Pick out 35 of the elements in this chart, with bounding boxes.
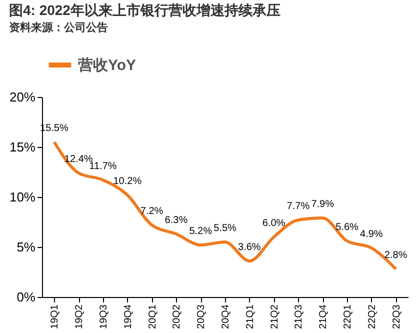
x-tick-label: 22Q1 (342, 304, 354, 329)
x-tick-label: 20Q2 (172, 304, 183, 329)
y-tick-label: 5% (16, 240, 36, 254)
x-tick-label: 21Q3 (294, 304, 305, 329)
x-tick-label: 20Q4 (220, 304, 232, 329)
y-tick-label: 0% (16, 290, 36, 304)
data-label: 11.7% (89, 161, 117, 172)
data-label: 4.9% (360, 229, 383, 240)
x-tick-label: 19Q2 (74, 304, 86, 329)
x-tick-label: 21Q2 (269, 304, 280, 329)
x-tick-label: 20Q1 (147, 304, 158, 329)
x-tick-label: 22Q3 (391, 304, 402, 329)
x-tick-label: 22Q2 (366, 304, 378, 329)
x-tick-label: 21Q4 (318, 304, 330, 329)
data-label: 2.8% (384, 250, 408, 261)
chart-subtitle: 资料来源：公司公告 (8, 21, 108, 34)
data-label: 5.5% (214, 223, 237, 234)
y-tick-label: 10% (9, 190, 36, 204)
data-label: 7.7% (286, 201, 310, 212)
x-tick-label: 19Q4 (122, 304, 134, 329)
data-label: 7.9% (311, 199, 334, 210)
data-label: 5.2% (189, 226, 212, 237)
chart-title: 图4: 2022年以来上市银行营收增速持续承压 (8, 2, 280, 18)
data-label: 3.6% (238, 242, 261, 253)
legend-label: 营收YoY (77, 57, 136, 74)
y-tick-label: 15% (9, 140, 36, 154)
x-tick-label: 20Q3 (196, 304, 208, 329)
y-tick-label: 20% (9, 90, 36, 104)
x-tick-label: 19Q1 (50, 304, 61, 329)
data-label: 6.3% (164, 215, 188, 226)
data-label: 5.6% (336, 222, 359, 233)
data-label: 10.2% (113, 176, 142, 187)
x-tick-label: 19Q3 (98, 304, 110, 329)
data-label: 6.0% (262, 218, 286, 229)
x-tick-label: 21Q1 (244, 304, 256, 329)
